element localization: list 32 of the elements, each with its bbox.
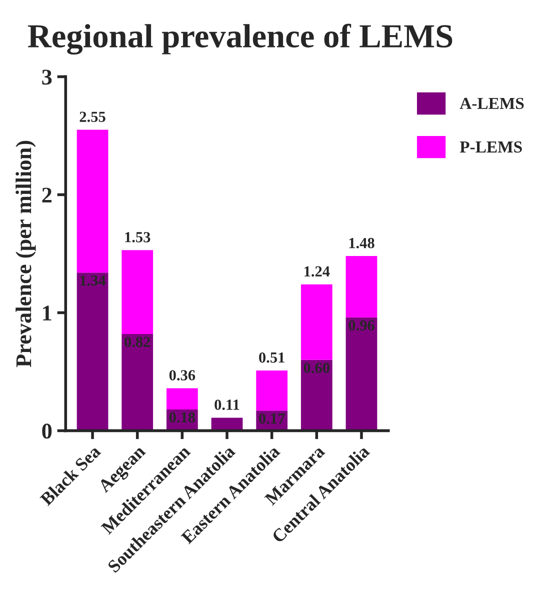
data-label: 0.60 (304, 362, 330, 374)
bar (256, 370, 288, 411)
bar (166, 388, 198, 410)
total-label: 2.55 (80, 112, 106, 122)
y-tick-label: 0 (42, 424, 52, 439)
data-label: 0.82 (124, 336, 150, 348)
y-axis-title: Prevalence (per million) (16, 140, 36, 368)
legend-label: A-LEMS (460, 98, 524, 110)
bar (211, 418, 243, 431)
total-label: 0.51 (259, 352, 284, 363)
y-tick-label: 2 (42, 188, 52, 202)
bar (346, 256, 378, 318)
total-label: 1.24 (304, 266, 330, 277)
y-tick-label: 1 (43, 306, 52, 320)
bar (122, 250, 154, 334)
bar (122, 334, 154, 431)
legend-label: P-LEMS (460, 141, 522, 153)
bar (76, 272, 108, 431)
data-label: 0.96 (348, 320, 374, 331)
bar (300, 284, 332, 360)
data-label: 0.18 (169, 412, 196, 423)
chart-title: Regional prevalence of LEMS (28, 24, 452, 55)
total-label: 0.11 (214, 400, 240, 410)
bar (300, 360, 332, 431)
total-label: 1.48 (349, 238, 374, 248)
total-label: 0.36 (169, 370, 196, 380)
total-label: 1.53 (125, 232, 150, 242)
bar (76, 130, 108, 273)
data-label: 1.34 (80, 275, 106, 286)
data-label: 0.17 (259, 413, 285, 424)
y-tick-label: 3 (42, 70, 52, 85)
bar (346, 317, 378, 431)
